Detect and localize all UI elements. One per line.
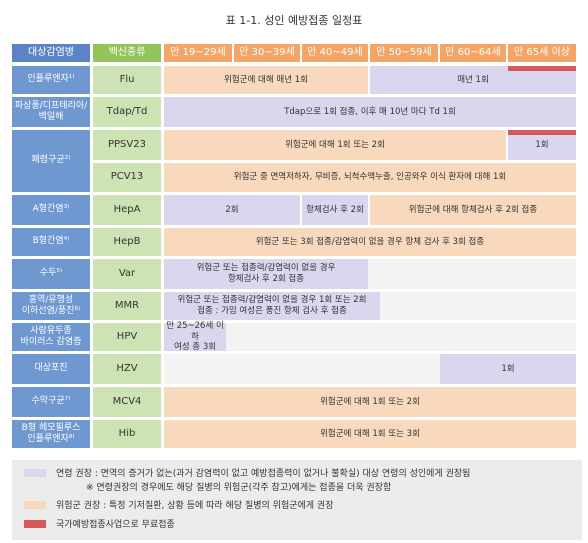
header-age-19-29: 만 19~29세 — [164, 44, 232, 62]
vaccine-tdap-td: Tdap/Td — [93, 97, 161, 127]
hepb-risk-cell: 위험군 또는 3회 접종/감염력이 없을 경우 항체 검사 후 3회 접종 — [164, 228, 576, 256]
vaccine-mmr: MMR — [93, 292, 161, 320]
hzv-age-cell: 1회 — [440, 354, 576, 384]
legend-swatch-free — [24, 520, 46, 528]
vaccine-ppsv23: PPSV23 — [93, 130, 161, 160]
header-disease: 대상감염병 — [12, 44, 90, 62]
vaccine-hib: Hib — [93, 420, 161, 448]
legend-risk-text: 위험군 권장 : 특정 기저질환, 상황 등에 따라 해당 질병의 위험군에게 … — [56, 501, 334, 511]
disease-varicella: 수두⁵⁾ — [12, 259, 90, 289]
header-age-60-64: 만 60~64세 — [440, 44, 506, 62]
disease-mmr: 홍역/유행성 이하선염/풍진⁶⁾ — [12, 292, 90, 320]
hepa-risk-cell: 위험군에 대해 항체검사 후 2회 접종 — [370, 195, 576, 225]
disease-hepatitis-a: A형간염³⁾ — [12, 195, 90, 225]
legend-swatch-age — [24, 469, 46, 477]
hpv-age-cell: 만 25~26세 이하 여성 총 3회 — [164, 321, 226, 352]
vaccine-hzv: HZV — [93, 354, 161, 384]
disease-hepatitis-b: B형간염⁴⁾ — [12, 228, 90, 256]
vaccine-pcv13: PCV13 — [93, 163, 161, 192]
header-age-65-plus: 만 65세 이상 — [508, 44, 576, 62]
disease-influenza: 인플루엔자¹⁾ — [12, 66, 90, 94]
hib-risk-cell: 위험군에 대해 1회 또는 3회 — [164, 420, 576, 448]
vaccine-hpv: HPV — [93, 323, 161, 351]
disease-pneumococcal: 폐렴구균²⁾ — [12, 130, 90, 192]
flu-risk-cell: 위험군에 대해 매년 1회 — [164, 66, 368, 94]
vaccine-mcv4: MCV4 — [93, 387, 161, 417]
ppsv23-risk-cell: 위험군에 대해 1회 또는 2회 — [164, 130, 506, 160]
var-age-cell: 위험군 또는 접종력/감염력이 없을 경우 항체검사 후 2회 접종 — [164, 259, 368, 289]
ppsv23-free-marker — [508, 130, 576, 135]
disease-meningococcal: 수막구균⁷⁾ — [12, 387, 90, 417]
pcv13-risk-cell: 위험군 중 면역저하자, 무비증, 뇌척수액누출, 인공와우 이식 환자에 대해… — [164, 163, 576, 192]
header-age-50-59: 만 50~59세 — [370, 44, 438, 62]
mmr-age-cell: 위험군 또는 접종력/감염력이 없을 경우 1회 또는 2회 접종 : 가임 여… — [164, 292, 380, 320]
header-age-40-49: 만 40~49세 — [302, 44, 368, 62]
ppsv23-age-cell: 1회 — [508, 130, 576, 160]
legend-swatch-risk — [24, 501, 46, 509]
disease-hpv: 사람유두종 바이러스 감염증 — [12, 323, 90, 351]
legend-age-text: 연령 권장 : 면역의 증거가 없는(과거 감염력이 없고 예방접종력이 없거나… — [56, 469, 471, 479]
table-title: 표 1-1. 성인 예방접종 일정표 — [225, 14, 363, 27]
disease-zoster: 대상포진 — [12, 354, 90, 384]
hepa-antibody-cell: 항체검사 후 2회 — [302, 195, 368, 225]
mcv4-risk-cell: 위험군에 대해 1회 또는 2회 — [164, 387, 576, 417]
header-vaccine: 백신종류 — [93, 44, 161, 62]
legend-free-text: 국가예방접종사업으로 무료접종 — [56, 520, 175, 530]
legend: 연령 권장 : 면역의 증거가 없는(과거 감염력이 없고 예방접종력이 없거나… — [12, 460, 582, 540]
disease-hib: B형 헤모필루스 인플루엔자⁸⁾ — [12, 420, 90, 448]
vaccine-hepa: HepA — [93, 195, 161, 225]
tdap-age-cell: Tdap으로 1회 접종, 이후 매 10년 마다 Td 1회 — [164, 97, 576, 127]
header-age-30-39: 만 30~39세 — [234, 44, 300, 62]
vaccine-var: Var — [93, 259, 161, 289]
vaccine-hepb: HepB — [93, 228, 161, 256]
hepa-age-cell: 2회 — [164, 195, 300, 225]
flu-free-marker — [508, 66, 576, 71]
empty-row-bg-hpv — [164, 323, 576, 351]
vaccine-flu: Flu — [93, 66, 161, 94]
legend-age-note: ※ 연령권장의 경우에도 해당 질병의 위험군(각주 참고)에게는 접종을 더욱… — [86, 483, 392, 493]
disease-tdap: 파상풍/디프테리아/백일해 — [12, 97, 90, 127]
